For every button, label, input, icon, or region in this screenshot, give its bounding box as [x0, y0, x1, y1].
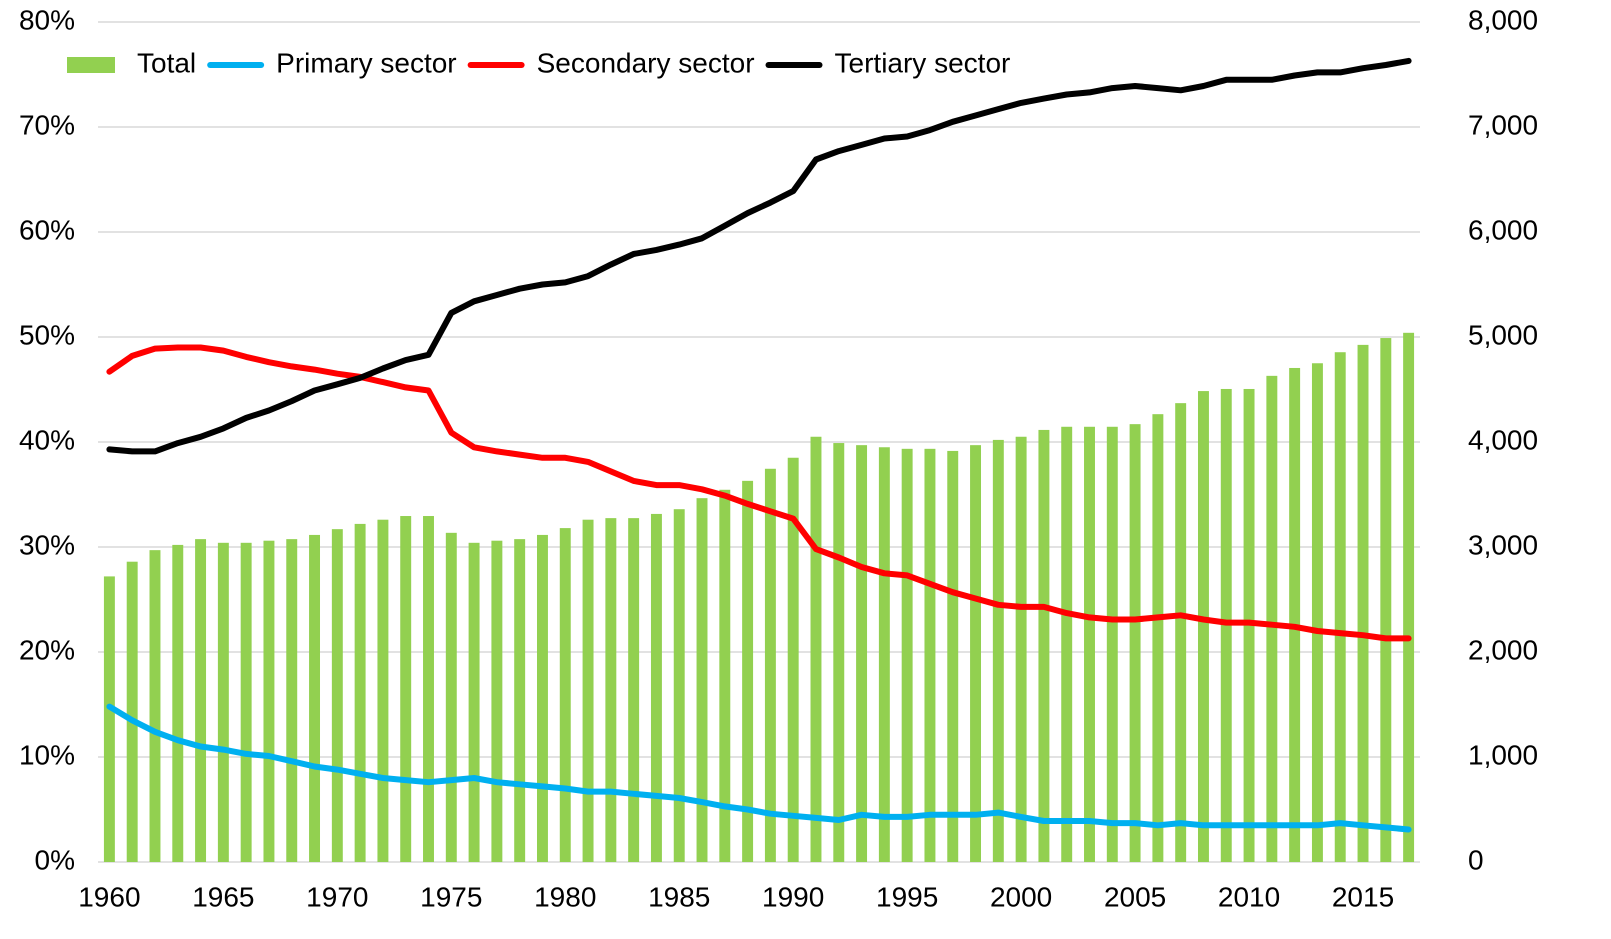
bar [605, 518, 617, 862]
y-tick-label: 20% [19, 634, 75, 665]
line-series [106, 57, 1412, 455]
x-tick-label: 1960 [78, 881, 140, 912]
bar [217, 542, 229, 862]
bar [1403, 332, 1415, 862]
x-tick-label: 1975 [420, 881, 482, 912]
y2-tick-label: 0 [1468, 844, 1484, 875]
bar [970, 445, 982, 862]
x-tick-label: 2000 [990, 881, 1052, 912]
bar [400, 516, 412, 862]
bar [331, 529, 343, 862]
bar [263, 540, 275, 862]
x-tick-label: 1965 [192, 881, 254, 912]
x-tick-label: 2015 [1332, 881, 1394, 912]
y-tick-label: 10% [19, 739, 75, 770]
bar [673, 509, 685, 862]
y-tick-label: 50% [19, 319, 75, 350]
bar [1129, 424, 1141, 862]
bar [856, 445, 868, 862]
bar [468, 542, 480, 862]
bar [1311, 363, 1323, 862]
y2-tick-label: 3,000 [1468, 529, 1538, 560]
bar [901, 448, 913, 862]
y-tick-label: 40% [19, 424, 75, 455]
bar [1061, 426, 1073, 862]
bar [924, 448, 936, 862]
bar [1380, 338, 1392, 862]
bar [195, 539, 207, 862]
bar [742, 480, 754, 862]
x-tick-label: 2005 [1104, 881, 1166, 912]
y2-tick-label: 2,000 [1468, 634, 1538, 665]
y2-tick-label: 6,000 [1468, 214, 1538, 245]
bar [1357, 344, 1369, 862]
bar [1015, 436, 1027, 862]
bar [423, 516, 434, 862]
bar [1266, 375, 1278, 862]
bar [103, 576, 115, 862]
bar [1334, 352, 1346, 862]
bar [1106, 426, 1118, 862]
x-tick-label: 1990 [762, 881, 824, 912]
x-tick-label: 1995 [876, 881, 938, 912]
bar [947, 450, 959, 862]
x-tick-label: 1980 [534, 881, 596, 912]
legend-label: Tertiary sector [835, 47, 1011, 78]
bar [126, 561, 138, 862]
bar [719, 489, 731, 862]
bar [354, 523, 366, 862]
bar [833, 443, 845, 862]
legend-swatch [67, 57, 115, 73]
y2-tick-label: 4,000 [1468, 424, 1538, 455]
y2-tick-label: 7,000 [1468, 109, 1538, 140]
bar [1175, 403, 1187, 862]
line-series [106, 344, 1412, 642]
y-tick-label: 0% [35, 844, 75, 875]
legend-label: Total [137, 47, 196, 78]
bar [377, 519, 389, 862]
bar [309, 534, 321, 862]
x-tick-label: 1970 [306, 881, 368, 912]
x-tick-label: 1985 [648, 881, 710, 912]
bar [559, 528, 571, 862]
bar [514, 539, 526, 862]
bar [878, 447, 890, 862]
bar [650, 513, 662, 862]
y2-tick-label: 1,000 [1468, 739, 1538, 770]
y-tick-label: 80% [19, 4, 75, 35]
bar [240, 542, 252, 862]
bar [491, 540, 503, 862]
bar [1152, 414, 1164, 862]
y2-tick-label: 5,000 [1468, 319, 1538, 350]
bar [1197, 391, 1209, 862]
bar [628, 518, 640, 862]
bar [696, 498, 708, 862]
bar [992, 439, 1004, 862]
bar [536, 534, 548, 862]
bar [286, 539, 298, 862]
bar [445, 532, 457, 862]
bar [149, 550, 161, 862]
bar [172, 544, 184, 862]
y2-tick-label: 8,000 [1468, 4, 1538, 35]
y-tick-label: 30% [19, 529, 75, 560]
y-tick-label: 60% [19, 214, 75, 245]
bar [810, 436, 822, 862]
y-tick-label: 70% [19, 109, 75, 140]
bar [1084, 426, 1095, 862]
legend-label: Primary sector [276, 47, 456, 78]
bar [764, 468, 776, 862]
x-tick-label: 2010 [1218, 881, 1280, 912]
bar [1289, 367, 1301, 862]
bar [787, 457, 799, 862]
bar [1038, 429, 1050, 862]
bar [582, 519, 594, 862]
legend-label: Secondary sector [537, 47, 755, 78]
line-series [106, 703, 1412, 833]
